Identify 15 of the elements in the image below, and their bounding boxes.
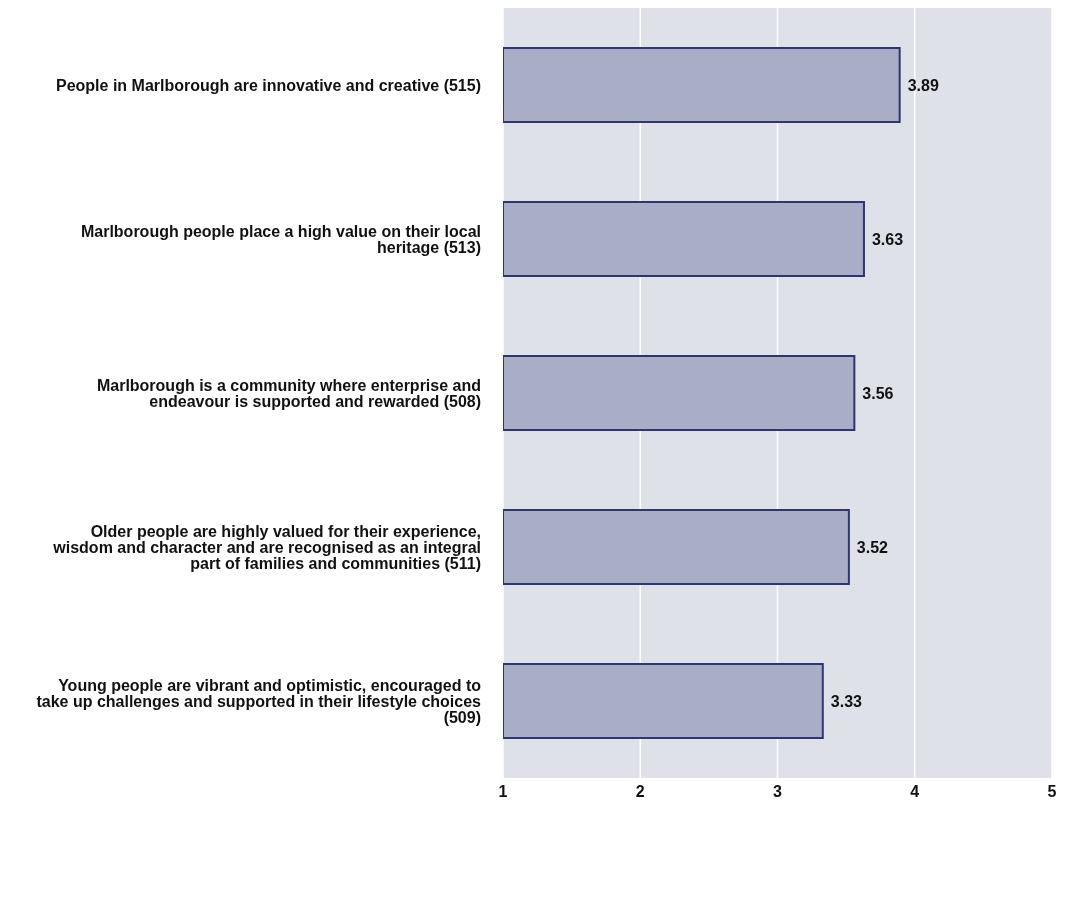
data-label: 3.63 — [871, 230, 904, 248]
x-tick-label: 1 — [498, 783, 508, 801]
x-tick-label: 5 — [1047, 783, 1057, 801]
y-tick-label: Marlborough is a community where enterprise and endeavour is supported and rewarded (508) — [96, 376, 481, 410]
y-tick-label: Marlborough people place a high value on their local heritage (513) — [80, 222, 481, 256]
data-label: 3.33 — [830, 692, 863, 710]
data-label: 3.52 — [856, 538, 889, 556]
x-tick-label: 4 — [910, 783, 920, 801]
y-tick-label: Older people are highly valued for their experience, wisdom and character and are recognised as an integral part of families and communities (511) — [52, 522, 481, 572]
x-tick-label: 2 — [635, 783, 645, 801]
data-label: 3.56 — [862, 384, 894, 402]
y-tick-label: People in Marlborough are innovative and creative (515) — [55, 76, 481, 94]
x-tick-label: 3 — [773, 783, 783, 801]
data-label: 3.89 — [907, 76, 939, 94]
y-tick-label: Young people are vibrant and optimistic, encouraged to take up challenges and supported in their lifestyle choices (509) — [36, 676, 482, 726]
